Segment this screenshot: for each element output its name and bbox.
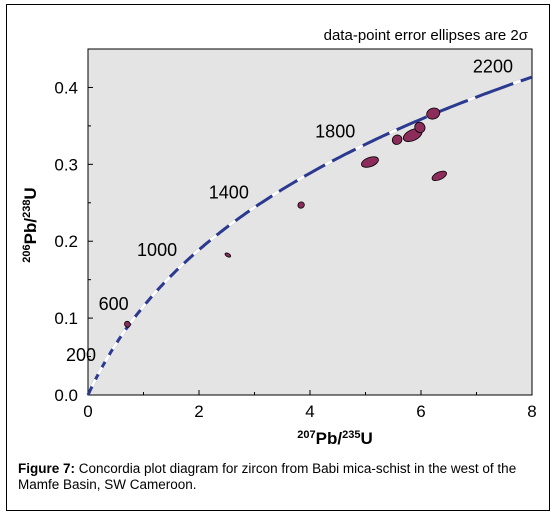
figure-caption: Figure 7: Concordia plot diagram for zir… — [18, 461, 543, 493]
age-marker — [324, 159, 333, 167]
error-ellipse — [431, 170, 447, 182]
error-ellipse — [391, 134, 403, 145]
x-tick-label: 6 — [416, 402, 425, 421]
age-marker — [90, 378, 97, 388]
error-ellipse — [297, 201, 305, 209]
age-marker — [150, 289, 159, 298]
age-marker — [129, 315, 137, 325]
caption-text: Concordia plot diagram for zircon from B… — [18, 461, 517, 492]
x-tick-label: 4 — [305, 402, 314, 421]
age-label: 2200 — [473, 56, 513, 76]
age-marker — [192, 248, 201, 256]
error-ellipse — [361, 156, 379, 168]
y-tick-label: 0.4 — [54, 78, 78, 97]
age-marker — [271, 190, 280, 197]
age-marker — [296, 175, 306, 182]
y-axis-label: 206Pb/238U — [21, 187, 40, 262]
age-marker — [163, 275, 172, 284]
age-marker — [388, 128, 398, 135]
age-label: 1800 — [315, 121, 355, 141]
x-axis-label-sup1: 207 — [297, 429, 315, 441]
y-tick-label: 0.3 — [54, 155, 78, 174]
x-tick-label: 0 — [83, 402, 92, 421]
x-tick-label: 8 — [527, 402, 536, 421]
age-label: 200 — [66, 345, 96, 365]
y-axis-label-base2: U — [21, 187, 40, 199]
age-marker — [103, 354, 111, 363]
plot-area — [87, 48, 533, 396]
y-axis-label-base1: Pb/ — [21, 218, 40, 245]
y-axis-label-sup2: 238 — [21, 200, 33, 218]
age-marker — [96, 366, 104, 376]
age-label: 600 — [99, 294, 129, 314]
x-axis-label-base2: U — [360, 429, 372, 448]
x-axis-label-sup2: 235 — [342, 429, 360, 441]
y-tick-label: 0.0 — [54, 386, 78, 405]
caption-label: Figure 7: — [18, 461, 76, 476]
annotation-text: data-point error ellipses are 2σ — [324, 27, 529, 44]
age-label: 1000 — [137, 240, 177, 260]
x-axis-label-base1: Pb/ — [316, 429, 343, 448]
age-marker — [111, 341, 119, 350]
y-tick-label: 0.1 — [54, 309, 78, 328]
error-ellipse — [124, 320, 131, 328]
age-marker — [209, 234, 218, 242]
x-tick-label: 2 — [194, 402, 203, 421]
age-marker — [119, 328, 127, 338]
y-tick-label: 0.2 — [54, 232, 78, 251]
age-marker — [139, 302, 147, 311]
x-axis-label: 207Pb/235U — [297, 429, 372, 448]
error-ellipse — [426, 107, 441, 120]
age-marker — [512, 79, 522, 86]
age-marker — [248, 205, 257, 212]
error-ellipse — [224, 252, 232, 258]
age-label: 1400 — [209, 182, 249, 202]
error-ellipse — [414, 121, 426, 134]
y-axis-label-sup1: 206 — [21, 244, 33, 262]
age-marker — [467, 96, 476, 102]
age-marker — [228, 219, 237, 227]
age-marker — [177, 262, 186, 270]
age-marker — [354, 144, 364, 151]
